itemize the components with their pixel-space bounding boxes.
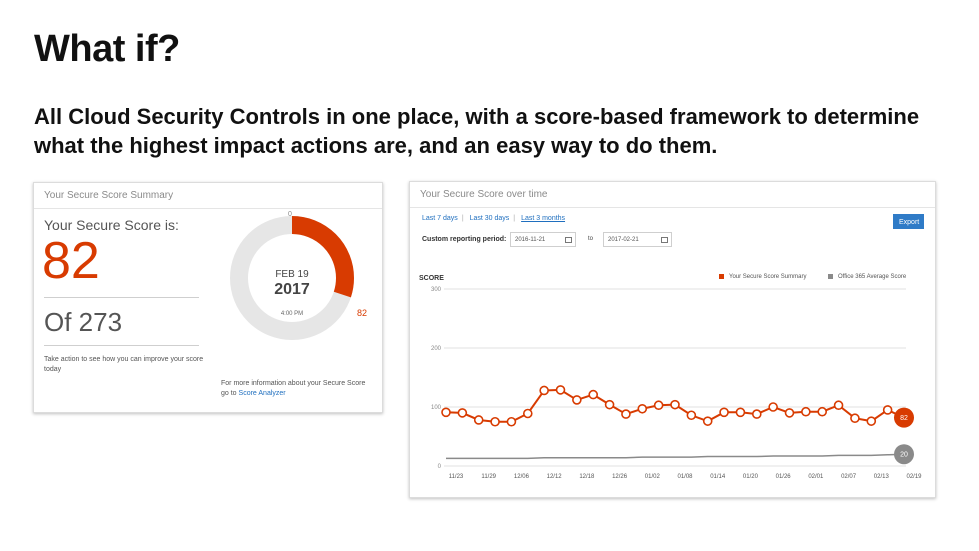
score-analyzer-link[interactable]: Score Analyzer bbox=[238, 390, 286, 397]
donut-start-label: 0 bbox=[288, 211, 292, 218]
data-point bbox=[768, 402, 778, 412]
data-point bbox=[719, 407, 729, 418]
data-point bbox=[670, 399, 680, 410]
more-info: For more information about your Secure S… bbox=[221, 379, 371, 399]
x-tick-label: 12/26 bbox=[612, 474, 628, 480]
legend-item-score: Your Secure Score Summary bbox=[719, 274, 806, 280]
data-point bbox=[801, 406, 811, 417]
score-over-time-chart: SCORE 0 100 200 300 11/23 11/29 12/06 12/12 12/1… bbox=[419, 275, 922, 480]
x-tick-label: 12/06 bbox=[514, 474, 530, 480]
calendar-icon[interactable] bbox=[661, 237, 668, 243]
data-point bbox=[506, 416, 517, 427]
to-label: to bbox=[588, 236, 594, 242]
last-value-label: 20 bbox=[900, 452, 908, 459]
data-point bbox=[784, 408, 795, 418]
data-point bbox=[490, 416, 500, 427]
data-point bbox=[588, 389, 599, 400]
last-value-marker bbox=[894, 407, 914, 428]
x-tick-label: 02/07 bbox=[841, 474, 857, 480]
last-value-label: 82 bbox=[900, 415, 908, 422]
data-point bbox=[522, 408, 533, 419]
y-tick-label: 300 bbox=[431, 287, 442, 293]
data-point bbox=[702, 416, 713, 426]
data-point bbox=[637, 403, 648, 414]
to-date-field[interactable]: 2017-02-21 bbox=[603, 232, 672, 247]
y-tick-label: 100 bbox=[431, 405, 442, 411]
score-caption: Your Secure Score is: bbox=[44, 217, 179, 233]
data-point bbox=[621, 409, 631, 419]
legend-item-average: Office 365 Average Score bbox=[828, 274, 906, 280]
export-button[interactable]: Export bbox=[893, 214, 924, 229]
data-point bbox=[441, 407, 451, 418]
last-value-marker bbox=[894, 444, 914, 465]
divider bbox=[44, 345, 199, 346]
summary-card-header: Your Secure Score Summary bbox=[34, 183, 382, 209]
x-tick-label: 11/23 bbox=[449, 474, 464, 480]
donut-year: 2017 bbox=[274, 281, 310, 298]
more-info-text: For more information about your Secure S… bbox=[221, 380, 366, 397]
calendar-icon[interactable] bbox=[565, 237, 572, 243]
secure-score-over-time-card: Your Secure Score over time Last 7 days |… bbox=[409, 181, 936, 498]
x-tick-label: 02/01 bbox=[808, 474, 824, 480]
data-point bbox=[572, 395, 582, 405]
range-last-30-days[interactable]: Last 30 days bbox=[469, 215, 510, 222]
to-date-value: 2017-02-21 bbox=[608, 237, 639, 243]
y-tick-label: 200 bbox=[431, 346, 442, 352]
from-date-value: 2016-11-21 bbox=[515, 237, 546, 243]
data-point bbox=[473, 415, 484, 425]
action-text: Take action to see how you can improve y… bbox=[44, 356, 204, 373]
data-point bbox=[686, 410, 697, 421]
x-tick-label: 02/19 bbox=[906, 474, 922, 480]
score-donut bbox=[230, 216, 354, 340]
y-tick-label: 0 bbox=[438, 464, 442, 470]
divider bbox=[44, 297, 199, 298]
slide-body: All Cloud Security Controls in one place… bbox=[34, 104, 920, 158]
series-line bbox=[446, 453, 905, 460]
score-value: 82 bbox=[42, 232, 100, 290]
donut-time: 4:00 PM bbox=[280, 311, 304, 317]
donut-score-label: 82 bbox=[357, 308, 368, 318]
data-point bbox=[555, 385, 566, 395]
data-point bbox=[735, 407, 746, 418]
data-point bbox=[539, 385, 549, 396]
data-point bbox=[604, 399, 615, 410]
secure-score-summary-card: Your Secure Score Summary Your Secure Sc… bbox=[33, 182, 383, 413]
data-point bbox=[882, 405, 893, 415]
x-tick-label: 12/18 bbox=[579, 474, 595, 480]
score-total: Of 273 bbox=[44, 307, 123, 337]
x-tick-label: 01/20 bbox=[743, 474, 759, 480]
legend-swatch bbox=[828, 274, 833, 279]
x-tick-label: 01/02 bbox=[645, 474, 661, 480]
data-point bbox=[817, 406, 828, 417]
legend-label: Your Secure Score Summary bbox=[729, 274, 807, 281]
range-last-7-days[interactable]: Last 7 days bbox=[422, 215, 458, 222]
x-tick-label: 01/08 bbox=[677, 474, 693, 480]
data-point bbox=[653, 400, 664, 411]
range-last-3-months[interactable]: Last 3 months bbox=[521, 215, 566, 222]
from-date-field[interactable]: 2016-11-21 bbox=[510, 232, 576, 247]
range-links: Last 7 days | Last 30 days | Last 3 months bbox=[422, 215, 569, 222]
data-point bbox=[850, 413, 860, 424]
x-tick-label: 01/26 bbox=[776, 474, 792, 480]
x-tick-label: 11/29 bbox=[481, 474, 496, 480]
x-tick-label: 01/14 bbox=[710, 474, 726, 480]
slide-title: What if? bbox=[34, 28, 180, 70]
legend-swatch bbox=[719, 274, 724, 279]
data-point bbox=[751, 409, 762, 419]
y-axis-title: SCORE bbox=[419, 275, 444, 282]
custom-period-label: Custom reporting period: bbox=[422, 236, 507, 243]
over-time-card-header: Your Secure Score over time bbox=[410, 182, 935, 208]
x-tick-label: 02/13 bbox=[874, 474, 890, 480]
range-separator: | bbox=[461, 215, 464, 222]
x-tick-label: 12/12 bbox=[547, 474, 563, 480]
data-point bbox=[457, 408, 468, 418]
range-separator: | bbox=[513, 215, 516, 222]
donut-score-arc bbox=[230, 216, 354, 340]
legend-label: Office 365 Average Score bbox=[838, 274, 907, 281]
data-point bbox=[866, 416, 877, 426]
donut-date: FEB 19 bbox=[275, 269, 309, 280]
data-point bbox=[833, 400, 844, 411]
